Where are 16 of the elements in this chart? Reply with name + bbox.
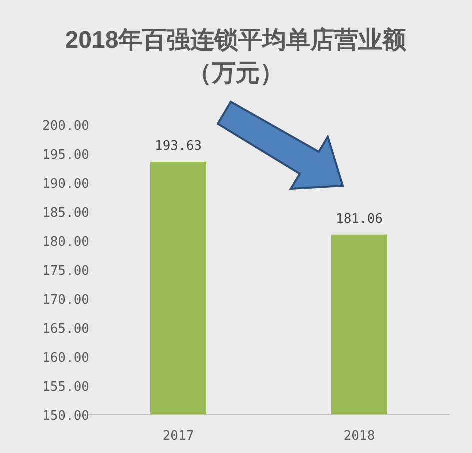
x-tick-label: 2017 — [162, 429, 194, 444]
y-tick-label: 150.00 — [42, 409, 90, 424]
y-tick-label: 180.00 — [42, 235, 90, 250]
y-tick-label: 185.00 — [42, 206, 90, 221]
data-label: 181.06 — [336, 212, 383, 227]
x-tick-label: 2018 — [344, 429, 376, 444]
chart-title: 2018年百强连锁平均单店营业额（万元） — [65, 27, 408, 87]
y-tick-label: 200.00 — [42, 119, 90, 134]
y-tick-label: 175.00 — [42, 264, 90, 279]
data-label: 193.63 — [155, 138, 202, 154]
y-tick-label: 195.00 — [42, 148, 90, 163]
y-tick-label: 160.00 — [42, 351, 90, 366]
y-tick-label: 190.00 — [42, 177, 90, 192]
y-tick-label: 165.00 — [42, 322, 90, 337]
y-tick-label: 170.00 — [42, 293, 90, 308]
y-tick-label: 155.00 — [42, 380, 90, 395]
